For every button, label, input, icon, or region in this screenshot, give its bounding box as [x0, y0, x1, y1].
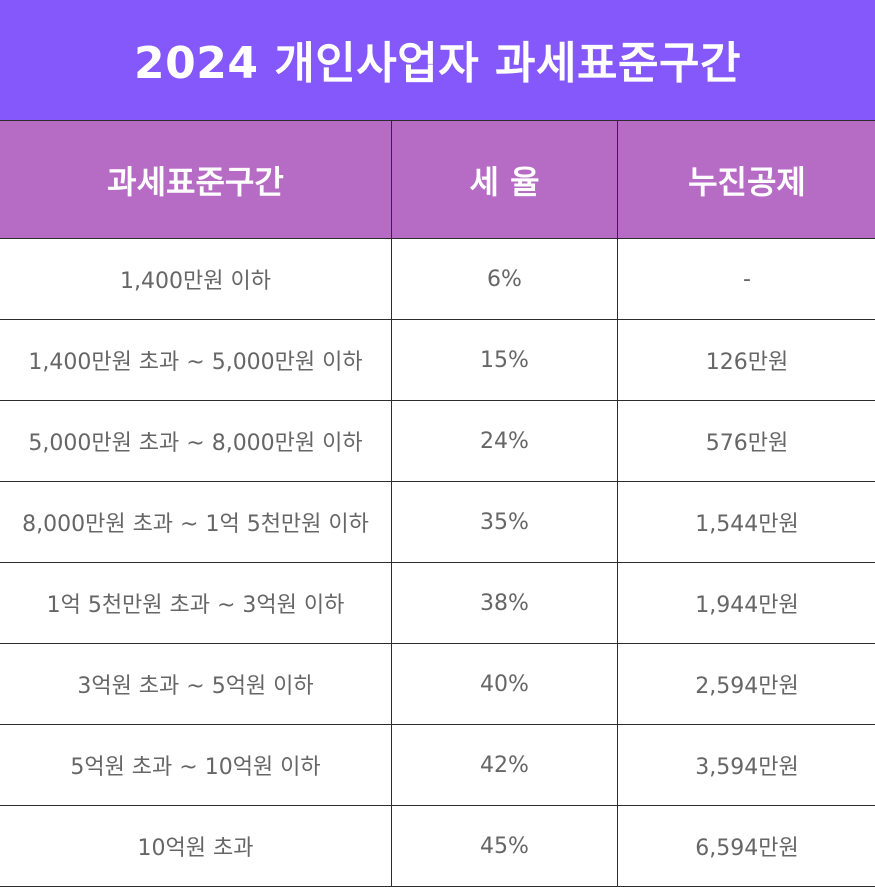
rate-cell: 42% — [392, 725, 618, 806]
deduction-cell: 6,594만원 — [618, 806, 875, 887]
bracket-cell: 1억 5천만원 초과 ~ 3억원 이하 — [0, 563, 392, 644]
bracket-cell: 1,400만원 초과 ~ 5,000만원 이하 — [0, 320, 392, 401]
table-row: 5,000만원 초과 ~ 8,000만원 이하 24% 576만원 — [0, 401, 875, 482]
bracket-cell: 3억원 초과 ~ 5억원 이하 — [0, 644, 392, 725]
deduction-cell: - — [618, 239, 875, 320]
rate-cell: 6% — [392, 239, 618, 320]
rate-cell: 24% — [392, 401, 618, 482]
bracket-cell: 5억원 초과 ~ 10억원 이하 — [0, 725, 392, 806]
rate-cell: 40% — [392, 644, 618, 725]
column-header-bracket: 과세표준구간 — [0, 121, 392, 239]
bracket-cell: 1,400만원 이하 — [0, 239, 392, 320]
rate-cell: 45% — [392, 806, 618, 887]
tax-bracket-table: 과세표준구간 세 율 누진공제 1,400만원 이하 6% - 1,400만원 … — [0, 120, 875, 887]
rate-cell: 38% — [392, 563, 618, 644]
table-row: 8,000만원 초과 ~ 1억 5천만원 이하 35% 1,544만원 — [0, 482, 875, 563]
column-header-rate: 세 율 — [392, 121, 618, 239]
title-banner: 2024 개인사업자 과세표준구간 — [0, 0, 875, 120]
table-header-row: 과세표준구간 세 율 누진공제 — [0, 121, 875, 239]
deduction-cell: 3,594만원 — [618, 725, 875, 806]
deduction-cell: 126만원 — [618, 320, 875, 401]
table-row: 3억원 초과 ~ 5억원 이하 40% 2,594만원 — [0, 644, 875, 725]
table-row: 10억원 초과 45% 6,594만원 — [0, 806, 875, 887]
bracket-cell: 8,000만원 초과 ~ 1억 5천만원 이하 — [0, 482, 392, 563]
table-row: 1억 5천만원 초과 ~ 3억원 이하 38% 1,944만원 — [0, 563, 875, 644]
deduction-cell: 576만원 — [618, 401, 875, 482]
rate-cell: 15% — [392, 320, 618, 401]
bracket-cell: 10억원 초과 — [0, 806, 392, 887]
table-row: 1,400만원 초과 ~ 5,000만원 이하 15% 126만원 — [0, 320, 875, 401]
page-title: 2024 개인사업자 과세표준구간 — [134, 27, 741, 91]
table-row: 1,400만원 이하 6% - — [0, 239, 875, 320]
deduction-cell: 1,544만원 — [618, 482, 875, 563]
deduction-cell: 2,594만원 — [618, 644, 875, 725]
bracket-cell: 5,000만원 초과 ~ 8,000만원 이하 — [0, 401, 392, 482]
column-header-deduction: 누진공제 — [618, 121, 875, 239]
table-row: 5억원 초과 ~ 10억원 이하 42% 3,594만원 — [0, 725, 875, 806]
deduction-cell: 1,944만원 — [618, 563, 875, 644]
rate-cell: 35% — [392, 482, 618, 563]
